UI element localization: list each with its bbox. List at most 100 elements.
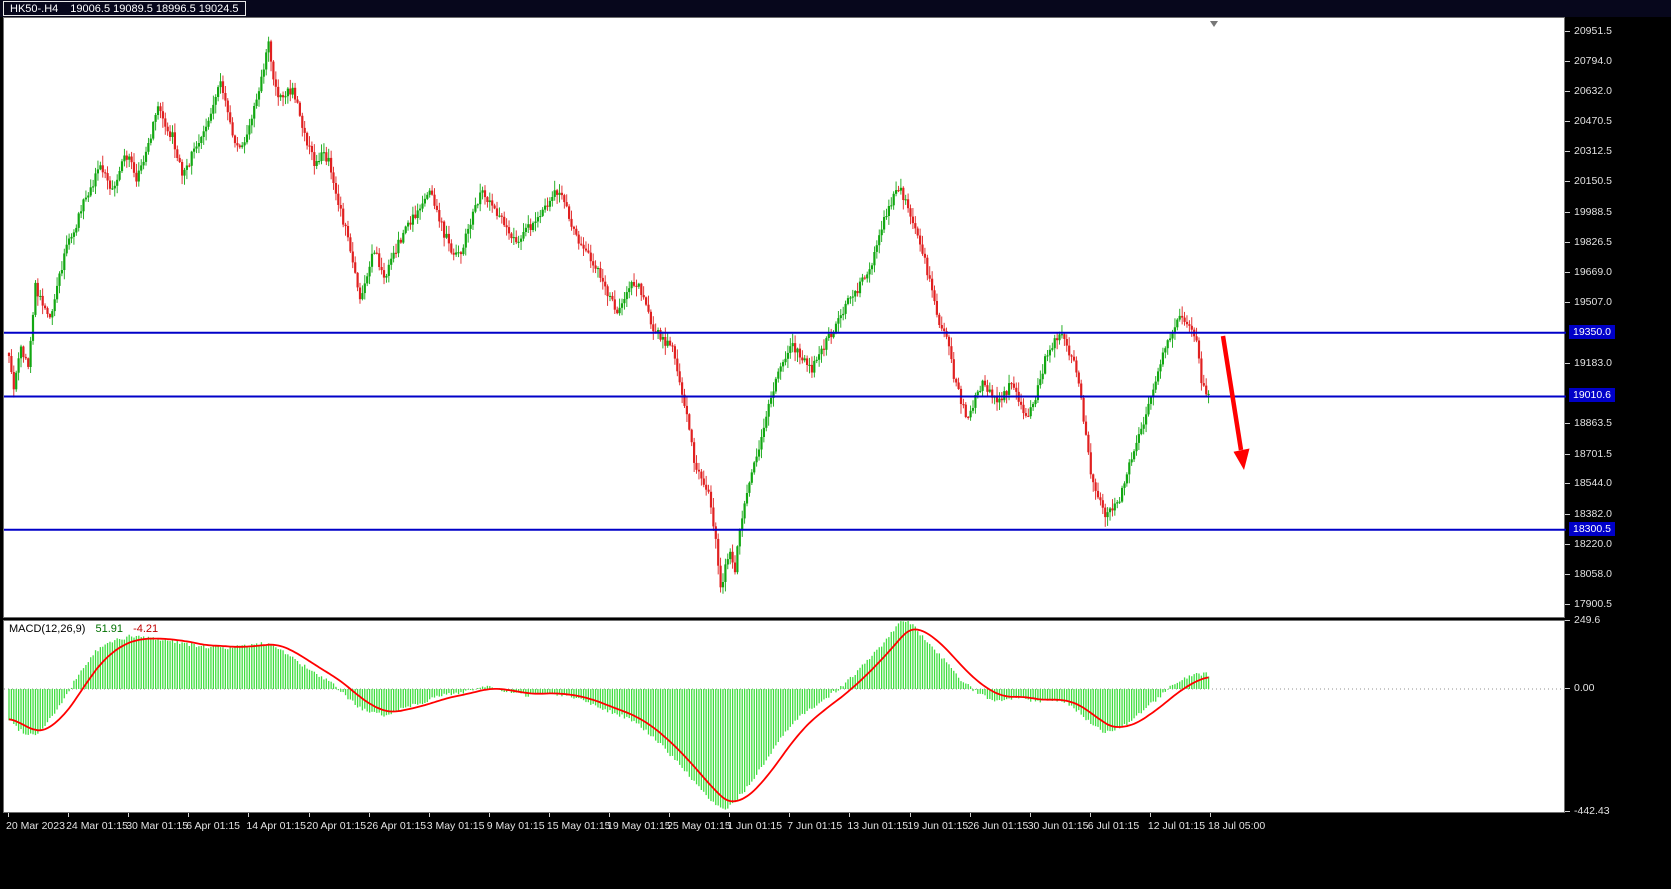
time-tick-label: 9 May 01:15 (486, 820, 545, 832)
time-axis-tick (1149, 813, 1151, 817)
time-axis-tick (308, 813, 310, 817)
price-axis-tick (1565, 60, 1570, 62)
time-tick-label: 26 Apr 01:15 (366, 820, 427, 832)
time-tick-label: 20 Mar 2023 (6, 820, 65, 832)
price-tick-label: 19507.0 (1574, 296, 1612, 309)
time-axis-tick (1089, 813, 1091, 817)
price-axis-tick (1565, 211, 1570, 213)
time-tick-label: 26 Jun 01:15 (967, 820, 1029, 832)
macd-signal-line (8, 628, 1209, 803)
price-tick-label: 20470.5 (1574, 115, 1612, 128)
time-axis-tick (488, 813, 490, 817)
price-axis-tick (1565, 121, 1570, 123)
price-tick-label: 18220.0 (1574, 537, 1612, 550)
time-axis-tick (128, 813, 130, 817)
time-tick-label: 24 Mar 01:15 (66, 820, 128, 832)
price-axis-tick (1565, 31, 1570, 32)
macd-tick-label: 0.00 (1574, 682, 1595, 694)
time-tick-label: 20 Apr 01:15 (306, 820, 367, 832)
time-axis-tick (609, 813, 610, 817)
macd-histogram (8, 621, 1210, 810)
time-axis-tick (1210, 813, 1211, 817)
price-tick-label: 20312.5 (1574, 144, 1612, 157)
hline-price-tag[interactable]: 19010.6 (1569, 388, 1615, 403)
down-arrow-annotation[interactable] (1220, 335, 1250, 470)
price-tick-label: 19988.5 (1574, 205, 1612, 218)
time-tick-label: 7 Jun 01:15 (787, 820, 843, 832)
time-tick-label: 15 May 01:15 (546, 820, 611, 832)
price-axis-tick (1565, 543, 1570, 545)
macd-value: 51.91 (95, 623, 124, 635)
price-axis-tick (1565, 574, 1570, 576)
time-axis-tick (8, 813, 9, 817)
hline-price-tag[interactable]: 19350.0 (1569, 324, 1615, 339)
macd-panel[interactable]: MACD(12,26,9) 51.91 -4.21 (3, 620, 1566, 814)
price-axis-tick (1565, 302, 1570, 304)
time-axis[interactable]: 20 Mar 2023 24 Mar 01:15 30 Mar 01:15 6 Apr… (0, 813, 1671, 889)
support-resistance-lines[interactable] (4, 331, 1566, 531)
price-tick-label: 19669.0 (1574, 265, 1612, 278)
price-tick-label: 18544.0 (1574, 477, 1612, 490)
macd-canvas[interactable] (4, 621, 1566, 814)
time-axis-tick (368, 813, 370, 817)
price-axis-tick (1565, 483, 1570, 485)
time-tick-label: 19 May 01:15 (607, 820, 671, 832)
time-tick-label: 25 May 01:15 (667, 820, 731, 832)
time-axis-tick (188, 813, 190, 817)
price-axis-tick (1565, 513, 1570, 515)
time-tick-label: 30 Jun 01:15 (1027, 820, 1089, 832)
macd-axis-tick (1565, 811, 1570, 812)
chart-title-box: HK50-.H4 19006.5 19089.5 18996.5 19024.5 (3, 1, 246, 16)
price-axis-tick (1565, 181, 1570, 183)
price-tick-label: 20951.5 (1574, 25, 1612, 37)
macd-indicator-label: MACD(12,26,9) (9, 623, 86, 635)
price-axis-tick (1565, 363, 1570, 365)
candles (7, 36, 1210, 594)
price-tick-label: 18701.5 (1574, 447, 1612, 460)
macd-tick-label: -442.43 (1574, 805, 1610, 817)
price-tick-label: 18863.5 (1574, 417, 1612, 430)
price-tick-label: 19826.5 (1574, 236, 1612, 249)
price-tick-label: 19183.0 (1574, 357, 1612, 370)
time-tick-label: 12 Jul 01:15 (1147, 820, 1206, 832)
price-axis-tick (1565, 453, 1570, 455)
symbol-timeframe-label: HK50-.H4 (10, 2, 59, 15)
price-axis-tick (1565, 271, 1570, 273)
hline-price-tag[interactable]: 18300.5 (1569, 521, 1615, 536)
time-tick-label: 18 Jul 05:00 (1208, 820, 1266, 832)
macd-indicator-readout: MACD(12,26,9) 51.91 -4.21 (9, 623, 158, 635)
price-tick-label: 20150.5 (1574, 175, 1612, 188)
price-axis-tick (1565, 603, 1570, 605)
macd-axis-tick (1565, 620, 1570, 621)
price-chart-canvas[interactable] (4, 18, 1566, 619)
price-tick-label: 17900.5 (1574, 597, 1612, 610)
time-axis-tick (548, 813, 550, 817)
macd-axis-tick (1565, 688, 1570, 689)
price-tick-label: 20632.0 (1574, 84, 1612, 97)
time-tick-label: 13 Jun 01:15 (847, 820, 909, 832)
time-tick-label: 14 Apr 01:15 (246, 820, 306, 832)
time-tick-label: 6 Jul 01:15 (1087, 820, 1140, 832)
time-axis-tick (1029, 813, 1031, 817)
time-axis-tick (909, 813, 911, 817)
price-axis-tick (1565, 423, 1570, 425)
price-tick-label: 18382.0 (1574, 507, 1612, 520)
price-axis[interactable]: 20951.5 20794.0 20632.0 20470.5 20312.5 20150… (1565, 0, 1671, 889)
shift-marker-icon (1210, 21, 1218, 27)
price-chart-area[interactable] (3, 17, 1566, 619)
time-tick-label: 1 Jun 01:15 (727, 820, 783, 832)
price-axis-tick (1565, 242, 1570, 244)
time-tick-label: 30 Mar 01:15 (126, 820, 189, 832)
price-tick-label: 20794.0 (1574, 54, 1612, 67)
time-tick-label: 6 Apr 01:15 (186, 820, 241, 832)
time-tick-label: 19 Jun 01:15 (907, 820, 969, 832)
time-axis-tick (849, 813, 851, 817)
macd-signal-value: -4.21 (133, 623, 159, 635)
time-axis-tick (68, 813, 70, 817)
chart-title-bar: HK50-.H4 19006.5 19089.5 18996.5 19024.5 (0, 0, 1671, 17)
price-axis-tick (1565, 90, 1570, 92)
time-axis-tick (729, 813, 731, 817)
macd-tick-label: 249.6 (1574, 614, 1601, 626)
time-axis-tick (248, 813, 250, 817)
